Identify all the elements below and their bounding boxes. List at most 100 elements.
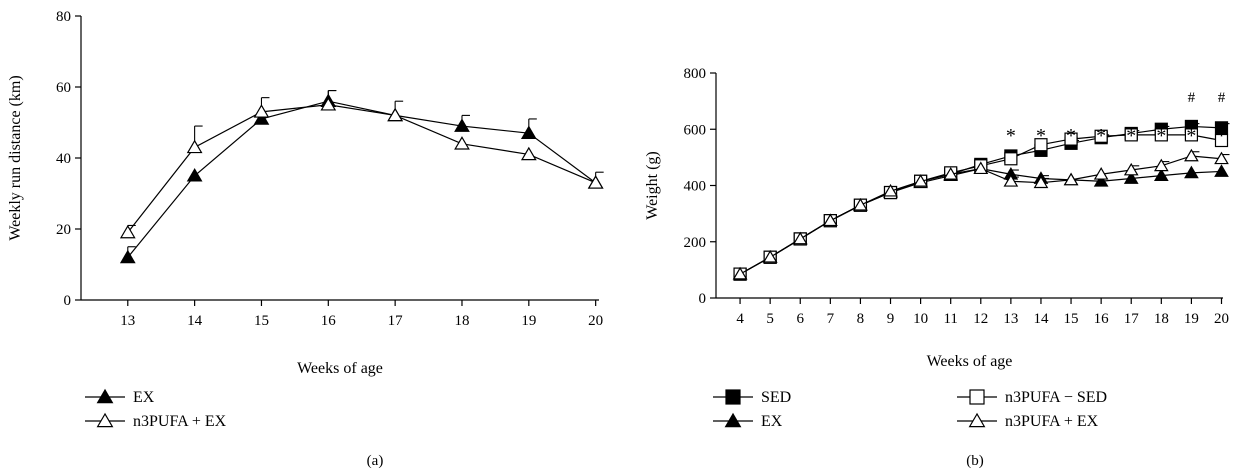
x-tick-label: 8 bbox=[857, 311, 865, 327]
y-tick-label: 80 bbox=[56, 9, 71, 25]
series-line bbox=[739, 168, 1222, 275]
x-tick-label: 13 bbox=[1003, 311, 1018, 327]
legend-label: EX bbox=[133, 389, 155, 406]
data-point bbox=[119, 249, 136, 264]
data-point bbox=[1153, 158, 1169, 172]
x-tick-label: 11 bbox=[943, 311, 957, 327]
panel-label: (b) bbox=[966, 453, 984, 469]
series-line bbox=[739, 134, 1222, 275]
data-point bbox=[973, 161, 989, 175]
series-open-triangle bbox=[119, 90, 604, 239]
x-tick-label: 10 bbox=[913, 311, 928, 327]
data-point bbox=[1093, 174, 1109, 187]
legend-marker bbox=[724, 412, 742, 428]
x-tick-label: 13 bbox=[120, 313, 135, 329]
data-point bbox=[320, 97, 337, 111]
legend-marker bbox=[96, 388, 114, 404]
data-point bbox=[1214, 121, 1229, 135]
y-tick-label: 200 bbox=[684, 235, 707, 251]
data-point bbox=[520, 146, 537, 161]
x-tick-label: 15 bbox=[254, 313, 269, 329]
data-point bbox=[1093, 167, 1109, 180]
x-tick-label: 18 bbox=[1154, 311, 1169, 327]
data-point bbox=[1033, 175, 1049, 189]
series-open-triangle bbox=[732, 148, 1230, 280]
data-point bbox=[186, 168, 203, 182]
y-axis-label: Weight (g) bbox=[644, 151, 661, 219]
significance-hash: # bbox=[1218, 90, 1226, 106]
data-point bbox=[1063, 172, 1079, 186]
significance-star: * bbox=[1066, 125, 1076, 147]
panel-b-chart: 0 200 400 600 800 4 5 6 7 8 9 10 11 12 13 14 15 16 17 18 19 2… bbox=[644, 66, 1230, 469]
data-point bbox=[454, 136, 470, 150]
data-point bbox=[1124, 128, 1138, 142]
significance-star: * bbox=[1186, 125, 1196, 147]
legend-label: n3PUFA + EX bbox=[1005, 413, 1099, 430]
data-point bbox=[1003, 174, 1019, 187]
x-tick-label: 17 bbox=[388, 313, 404, 329]
data-point bbox=[1034, 138, 1048, 152]
legend-marker bbox=[96, 412, 114, 428]
data-point bbox=[186, 139, 203, 154]
legend-label: n3PUFA + EX bbox=[133, 413, 227, 430]
data-point bbox=[387, 107, 404, 122]
significance-star: * bbox=[1126, 125, 1136, 147]
data-point bbox=[1153, 168, 1169, 182]
significance-hash: # bbox=[1188, 90, 1196, 106]
y-tick-label: 400 bbox=[684, 179, 707, 195]
data-point bbox=[1214, 164, 1229, 177]
data-point bbox=[520, 125, 537, 139]
data-point bbox=[1123, 162, 1139, 176]
legend-marker bbox=[725, 389, 741, 405]
y-tick-label: 60 bbox=[56, 80, 71, 96]
x-axis-label: Weeks of age bbox=[927, 353, 1013, 370]
y-tick-label: 0 bbox=[699, 291, 707, 307]
x-tick-label: 14 bbox=[187, 313, 203, 329]
x-tick-label: 16 bbox=[1094, 311, 1110, 327]
panel-label: (a) bbox=[367, 453, 384, 469]
legend-marker bbox=[969, 389, 985, 405]
x-tick-label: 19 bbox=[521, 313, 536, 329]
data-point bbox=[1123, 171, 1139, 184]
legend-label: SED bbox=[761, 389, 791, 406]
x-tick-label: 20 bbox=[1214, 311, 1229, 327]
significance-star: * bbox=[1096, 125, 1106, 147]
data-point bbox=[587, 175, 604, 189]
significance-star: * bbox=[1036, 125, 1046, 147]
data-point bbox=[883, 183, 898, 197]
data-point bbox=[943, 167, 959, 180]
x-axis-label: Weeks of age bbox=[297, 360, 383, 377]
data-point bbox=[253, 111, 270, 125]
data-point bbox=[454, 118, 470, 132]
x-tick-label: 16 bbox=[321, 313, 337, 329]
series-filled-square bbox=[733, 119, 1230, 281]
data-point bbox=[732, 266, 748, 280]
data-point bbox=[119, 224, 136, 239]
series-open-square bbox=[733, 128, 1229, 281]
x-tick-label: 12 bbox=[973, 311, 988, 327]
series-filled-triangle bbox=[119, 90, 604, 264]
x-tick-label: 18 bbox=[454, 313, 469, 329]
panel-a-chart: 0 20 40 60 80 13 14 15 16 17 18 19 20 Weeks of age Wee… bbox=[7, 9, 604, 469]
data-point bbox=[1214, 151, 1229, 165]
x-tick-label: 7 bbox=[827, 311, 835, 327]
data-point bbox=[792, 231, 808, 245]
x-tick-label: 15 bbox=[1064, 311, 1079, 327]
data-point bbox=[913, 174, 928, 187]
data-point bbox=[853, 197, 868, 211]
legend-marker bbox=[968, 412, 986, 428]
x-tick-label: 4 bbox=[736, 311, 744, 327]
x-tick-label: 6 bbox=[796, 311, 804, 327]
significance-star: * bbox=[1006, 125, 1016, 147]
x-tick-label: 20 bbox=[588, 313, 603, 329]
series-line bbox=[739, 125, 1222, 275]
y-axis-label: Weekly run distance (km) bbox=[7, 75, 24, 240]
data-point bbox=[1004, 152, 1018, 166]
x-tick-label: 19 bbox=[1184, 311, 1199, 327]
y-tick-label: 40 bbox=[56, 151, 71, 167]
data-point bbox=[1184, 128, 1199, 142]
data-point bbox=[253, 104, 270, 118]
data-point bbox=[1154, 128, 1168, 142]
y-tick-label: 800 bbox=[684, 66, 707, 82]
y-tick-label: 600 bbox=[684, 122, 707, 138]
